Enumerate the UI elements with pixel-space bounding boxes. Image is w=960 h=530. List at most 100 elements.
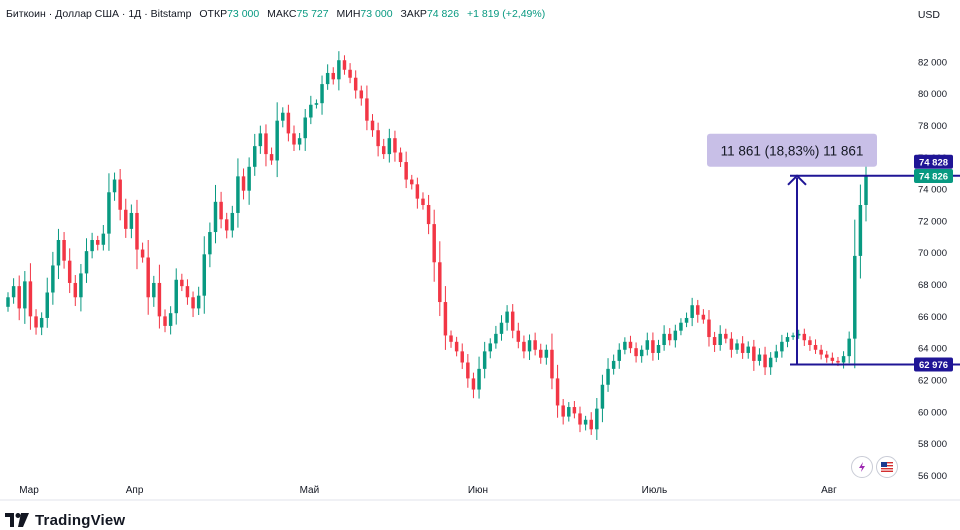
symbol-title[interactable]: Биткоин · Доллар США · 1Д · Bitstamp — [6, 8, 192, 20]
candle-up[interactable] — [639, 349, 644, 357]
candle-up[interactable] — [774, 351, 779, 358]
candle-down[interactable] — [146, 257, 150, 298]
candle-up[interactable] — [6, 297, 10, 307]
candle-down[interactable] — [836, 360, 840, 363]
candle-up[interactable] — [785, 337, 790, 342]
candle-up[interactable] — [527, 340, 532, 352]
candle-down[interactable] — [426, 205, 431, 225]
candle-up[interactable] — [247, 166, 251, 191]
candle-down[interactable] — [410, 179, 414, 185]
candle-up[interactable] — [56, 240, 61, 266]
candle-up[interactable] — [494, 333, 498, 344]
candle-up[interactable] — [213, 201, 218, 233]
candle-down[interactable] — [561, 405, 565, 417]
candle-up[interactable] — [84, 251, 89, 274]
candle-down[interactable] — [712, 337, 717, 345]
candle-up[interactable] — [303, 117, 307, 139]
candle-down[interactable] — [73, 282, 78, 298]
candle-up[interactable] — [39, 317, 44, 328]
candle-up[interactable] — [477, 368, 481, 390]
candle-up[interactable] — [387, 138, 392, 155]
candle-down[interactable] — [651, 340, 655, 353]
candle-down[interactable] — [432, 224, 436, 263]
candle-up[interactable] — [101, 233, 106, 245]
candle-up[interactable] — [718, 333, 722, 345]
candle-up[interactable] — [482, 351, 487, 369]
candle-up[interactable] — [595, 408, 599, 430]
candle-down[interactable] — [454, 341, 459, 352]
candle-down[interactable] — [550, 349, 554, 379]
candle-up[interactable] — [567, 407, 571, 417]
candle-up[interactable] — [314, 103, 319, 105]
candle-up[interactable] — [297, 138, 302, 145]
candle-down[interactable] — [555, 378, 560, 406]
candle-down[interactable] — [533, 340, 537, 350]
candle-up[interactable] — [129, 212, 134, 229]
candle-down[interactable] — [398, 152, 403, 163]
candle-down[interactable] — [667, 333, 672, 341]
candle-down[interactable] — [67, 260, 72, 283]
candle-down[interactable] — [370, 120, 375, 131]
candle-down[interactable] — [438, 262, 442, 303]
candle-up[interactable] — [768, 357, 773, 368]
candle-down[interactable] — [724, 333, 728, 339]
candle-down[interactable] — [522, 341, 526, 352]
candle-down[interactable] — [219, 201, 223, 220]
candle-down[interactable] — [381, 146, 386, 155]
candle-down[interactable] — [157, 282, 162, 317]
candle-down[interactable] — [180, 279, 184, 287]
candle-up[interactable] — [51, 265, 55, 293]
candle-down[interactable] — [510, 311, 515, 331]
currency-label[interactable]: USD — [917, 9, 940, 21]
candle-down[interactable] — [707, 319, 711, 338]
candle-up[interactable] — [505, 311, 509, 323]
candle-down[interactable] — [404, 162, 408, 180]
candle-down[interactable] — [740, 343, 745, 353]
candle-up[interactable] — [236, 176, 240, 213]
candle-up[interactable] — [208, 232, 212, 255]
candle-down[interactable] — [269, 154, 274, 161]
candle-down[interactable] — [466, 362, 470, 379]
candle-up[interactable] — [623, 341, 627, 350]
candle-down[interactable] — [572, 407, 577, 414]
candle-up[interactable] — [79, 273, 83, 298]
candle-up[interactable] — [174, 279, 178, 314]
candle-up[interactable] — [673, 330, 678, 341]
candle-up[interactable] — [611, 360, 616, 369]
candle-down[interactable] — [365, 98, 369, 121]
candle-up[interactable] — [679, 322, 683, 331]
candle-up[interactable] — [684, 317, 689, 323]
candle-down[interactable] — [825, 354, 829, 358]
candle-down[interactable] — [185, 286, 190, 298]
candle-up[interactable] — [690, 305, 694, 318]
candle-down[interactable] — [264, 133, 268, 155]
candle-down[interactable] — [578, 413, 582, 425]
candle-up[interactable] — [325, 72, 330, 85]
candle-up[interactable] — [645, 340, 650, 350]
candle-up[interactable] — [230, 212, 235, 231]
candle-up[interactable] — [780, 341, 784, 352]
candle-down[interactable] — [539, 349, 543, 358]
candle-up[interactable] — [499, 322, 504, 334]
candle-down[interactable] — [359, 90, 364, 99]
candle-down[interactable] — [241, 176, 246, 191]
candle-up[interactable] — [258, 133, 263, 147]
candle-down[interactable] — [191, 297, 195, 309]
candle-down[interactable] — [163, 316, 167, 326]
candle-up[interactable] — [281, 112, 285, 121]
candle-down[interactable] — [118, 179, 122, 210]
candle-down[interactable] — [813, 345, 818, 350]
candle-down[interactable] — [449, 335, 453, 342]
candle-up[interactable] — [606, 368, 610, 385]
price-axis[interactable]: 56 000 58 000 60 000 62 000 64 000 66 000 68 0… — [918, 57, 947, 482]
lightning-icon[interactable] — [851, 456, 873, 478]
candle-up[interactable] — [23, 281, 27, 309]
candle-down[interactable] — [729, 338, 734, 350]
candle-up[interactable] — [583, 419, 588, 425]
candle-up[interactable] — [735, 343, 739, 350]
candle-down[interactable] — [135, 212, 139, 250]
candle-up[interactable] — [746, 346, 750, 353]
candle-up[interactable] — [600, 384, 605, 409]
candle-down[interactable] — [808, 340, 812, 345]
